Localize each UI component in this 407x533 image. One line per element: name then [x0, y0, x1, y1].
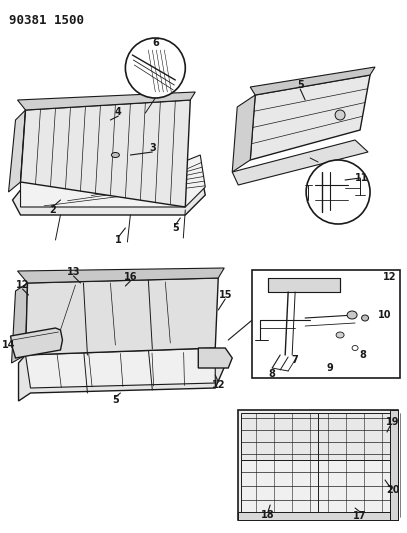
Ellipse shape — [112, 152, 119, 157]
Ellipse shape — [336, 332, 344, 338]
Polygon shape — [18, 92, 195, 110]
Polygon shape — [390, 410, 398, 520]
Text: 4: 4 — [115, 107, 122, 117]
Ellipse shape — [361, 315, 369, 321]
Text: 12: 12 — [16, 280, 29, 290]
Polygon shape — [238, 512, 398, 520]
Text: 20: 20 — [386, 485, 400, 495]
Text: 11: 11 — [355, 173, 369, 183]
Polygon shape — [232, 140, 368, 185]
Polygon shape — [241, 413, 395, 460]
Ellipse shape — [352, 345, 358, 351]
Text: 13: 13 — [67, 267, 80, 277]
Text: 12: 12 — [383, 272, 397, 282]
Polygon shape — [9, 110, 26, 192]
Text: 8: 8 — [269, 369, 276, 379]
Polygon shape — [232, 95, 255, 172]
Text: 6: 6 — [152, 38, 159, 48]
Text: 3: 3 — [149, 143, 156, 153]
Text: 2: 2 — [49, 205, 56, 215]
Text: 90381 1500: 90381 1500 — [9, 14, 83, 27]
Ellipse shape — [347, 311, 357, 319]
Text: 10: 10 — [378, 310, 392, 320]
Text: 18: 18 — [261, 510, 275, 520]
Polygon shape — [18, 268, 224, 283]
Polygon shape — [241, 460, 395, 517]
Text: 19: 19 — [386, 417, 400, 427]
Circle shape — [306, 160, 370, 224]
Text: 15: 15 — [219, 290, 232, 300]
Text: 9: 9 — [327, 363, 333, 373]
Polygon shape — [26, 348, 215, 388]
Text: 14: 14 — [2, 340, 15, 350]
Polygon shape — [238, 410, 398, 520]
Polygon shape — [250, 75, 370, 160]
Circle shape — [125, 38, 185, 98]
Text: 8: 8 — [360, 350, 366, 360]
Polygon shape — [20, 100, 190, 207]
Polygon shape — [198, 348, 232, 368]
Text: 5: 5 — [297, 80, 304, 90]
Text: 5: 5 — [172, 223, 179, 233]
Text: 16: 16 — [124, 272, 137, 282]
Text: 1: 1 — [115, 235, 122, 245]
Bar — [252, 270, 400, 378]
Text: 17: 17 — [353, 511, 367, 521]
Circle shape — [335, 110, 345, 120]
Polygon shape — [20, 155, 205, 207]
Text: 7: 7 — [292, 355, 298, 365]
Polygon shape — [250, 67, 375, 95]
Text: 5: 5 — [112, 395, 119, 405]
Text: 12: 12 — [212, 380, 225, 390]
Polygon shape — [19, 348, 225, 401]
Bar — [268, 278, 340, 292]
Polygon shape — [11, 283, 28, 363]
Polygon shape — [26, 278, 218, 355]
Polygon shape — [11, 328, 62, 358]
Polygon shape — [13, 170, 205, 215]
